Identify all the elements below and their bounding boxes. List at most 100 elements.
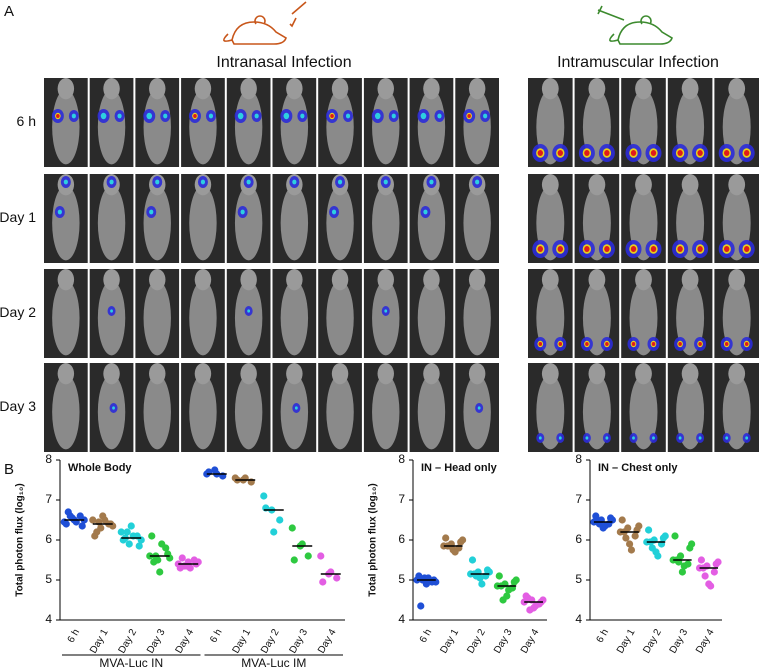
signal bbox=[208, 113, 214, 119]
signal bbox=[538, 342, 543, 346]
signal bbox=[632, 436, 635, 440]
signal bbox=[374, 112, 381, 120]
signal bbox=[420, 112, 427, 120]
mouse-head bbox=[149, 269, 166, 291]
y-tick-label: 6 bbox=[45, 532, 52, 546]
data-point bbox=[451, 548, 459, 556]
y-tick-label: 7 bbox=[398, 492, 405, 506]
data-point bbox=[701, 572, 709, 580]
mouse-head bbox=[468, 78, 486, 100]
mouse-body bbox=[52, 185, 80, 261]
data-point bbox=[288, 524, 296, 532]
signal bbox=[677, 246, 683, 252]
mouse-body bbox=[372, 185, 400, 261]
data-point bbox=[417, 602, 425, 610]
x-tick-label: 6 h bbox=[66, 627, 82, 645]
mouse-head bbox=[681, 78, 699, 100]
data-point bbox=[290, 556, 298, 564]
y-tick-label: 4 bbox=[398, 612, 405, 626]
mouse-head bbox=[194, 78, 212, 100]
mouse-head bbox=[541, 78, 559, 100]
data-point bbox=[654, 552, 662, 560]
data-point bbox=[123, 528, 131, 536]
mouse-head bbox=[331, 269, 349, 291]
signal bbox=[724, 150, 730, 156]
signal bbox=[240, 209, 245, 215]
signal bbox=[163, 113, 168, 119]
mouse-body bbox=[722, 280, 751, 356]
mouse-head bbox=[377, 363, 394, 385]
signal bbox=[149, 209, 154, 215]
signal bbox=[558, 342, 563, 346]
signal bbox=[437, 113, 442, 119]
data-point bbox=[333, 574, 341, 582]
mouse-head bbox=[681, 174, 699, 196]
y-tick-label: 5 bbox=[45, 572, 52, 586]
chart: 4 5 6 7 8 IN – Head only Total photon flux (lo… bbox=[368, 452, 547, 655]
mouse-body bbox=[372, 280, 400, 356]
y-tick-label: 5 bbox=[398, 572, 405, 586]
mouse-body bbox=[189, 89, 217, 165]
data-point bbox=[317, 552, 325, 560]
signal bbox=[557, 246, 563, 252]
mouse-head bbox=[635, 78, 652, 100]
signal bbox=[100, 112, 107, 120]
data-point bbox=[645, 526, 653, 534]
mouse-head bbox=[377, 269, 394, 291]
signal bbox=[345, 113, 351, 119]
mouse-body bbox=[52, 280, 80, 356]
mouse-body bbox=[536, 374, 565, 450]
signal bbox=[697, 246, 703, 252]
data-point bbox=[66, 512, 74, 520]
signal bbox=[254, 113, 259, 119]
mouse-body bbox=[189, 280, 217, 356]
signal bbox=[330, 114, 334, 118]
signal bbox=[697, 150, 703, 156]
mouse-head bbox=[541, 269, 559, 291]
mouse-head bbox=[728, 78, 746, 100]
signal bbox=[117, 113, 122, 119]
mouse-body bbox=[189, 185, 217, 261]
signal bbox=[744, 150, 750, 156]
x-tick-label: Day 1 bbox=[231, 627, 254, 656]
mouse-head bbox=[423, 363, 440, 385]
mouse-body bbox=[417, 89, 446, 165]
signal bbox=[109, 179, 114, 185]
mouse-head bbox=[57, 269, 75, 291]
x-tick-label: Day 2 bbox=[117, 627, 140, 656]
mouse-body bbox=[463, 185, 491, 261]
signal bbox=[63, 179, 68, 185]
x-tick-label: Day 4 bbox=[519, 627, 542, 656]
data-point bbox=[270, 528, 278, 536]
x-tick-label: Day 4 bbox=[694, 627, 717, 656]
mouse-head bbox=[423, 269, 440, 291]
mouse-head bbox=[286, 363, 303, 385]
data-point bbox=[626, 540, 634, 548]
data-point bbox=[648, 544, 656, 552]
mouse-body bbox=[582, 374, 611, 450]
mouse-head bbox=[240, 269, 257, 291]
signal bbox=[677, 150, 683, 156]
signal bbox=[283, 112, 290, 120]
data-point bbox=[512, 576, 520, 584]
mouse-body bbox=[629, 374, 658, 450]
x-tick-label: Day 3 bbox=[145, 627, 168, 656]
mouse-body bbox=[143, 185, 171, 261]
mouse-body bbox=[143, 374, 171, 450]
x-tick-label: Day 2 bbox=[259, 627, 282, 656]
signal bbox=[585, 342, 589, 346]
data-point bbox=[442, 534, 450, 542]
signal bbox=[724, 246, 730, 252]
mouse-head bbox=[149, 363, 166, 385]
y-tick-label: 6 bbox=[398, 532, 405, 546]
signal bbox=[237, 112, 244, 120]
group-label: MVA-Luc IN bbox=[99, 656, 163, 670]
data-point bbox=[62, 520, 70, 528]
mouse-head bbox=[240, 363, 257, 385]
mouse-head bbox=[468, 269, 486, 291]
row-label: Day 2 bbox=[0, 304, 36, 320]
mouse-body bbox=[326, 280, 354, 356]
signal bbox=[650, 150, 657, 156]
x-tick-label: Day 3 bbox=[492, 627, 515, 656]
